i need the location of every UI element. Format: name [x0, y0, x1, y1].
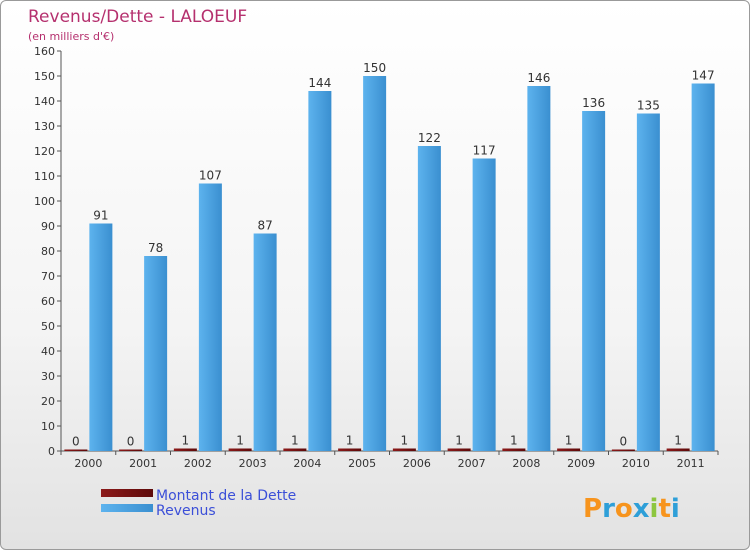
- value-label-debt: 1: [455, 434, 463, 448]
- value-label-revenus: 107: [199, 169, 222, 183]
- legend-swatch-revenus: [101, 504, 153, 512]
- bar-debt: [228, 448, 252, 451]
- bar-debt: [502, 448, 526, 451]
- y-tick-label: 160: [34, 45, 55, 58]
- bar-revenus: [417, 146, 441, 451]
- x-tick-label: 2002: [184, 457, 212, 470]
- legend: Montant de la Dette Revenus: [101, 488, 296, 519]
- legend-label-debt: Montant de la Dette: [156, 488, 296, 504]
- value-label-revenus: 78: [148, 241, 163, 255]
- value-label-debt: 1: [291, 434, 299, 448]
- bar-debt: [64, 449, 88, 451]
- chart-subtitle: (en milliers d'€): [28, 30, 114, 43]
- bar-debt: [119, 449, 143, 451]
- bar-revenus: [253, 233, 277, 451]
- x-tick-label: 2007: [458, 457, 486, 470]
- value-label-debt: 1: [401, 434, 409, 448]
- y-tick-label: 70: [41, 270, 55, 283]
- y-tick-label: 50: [41, 320, 55, 333]
- y-tick-label: 100: [34, 195, 55, 208]
- x-tick-label: 2009: [567, 457, 595, 470]
- value-label-revenus: 147: [692, 69, 715, 83]
- value-label-debt: 0: [72, 435, 80, 449]
- bar-debt: [611, 449, 635, 451]
- y-tick-label: 130: [34, 120, 55, 133]
- bar-revenus: [89, 223, 113, 451]
- y-tick-label: 30: [41, 370, 55, 383]
- value-label-debt: 0: [127, 435, 135, 449]
- value-labels: 0 91 0 78 1 107 1 87 1 144 1 150 1 122 1 117 1 146 1 136 0 13…: [72, 61, 715, 449]
- logo-letter: o: [615, 494, 633, 524]
- value-label-debt: 1: [674, 434, 682, 448]
- chart-title: Revenus/Dette - LALOEUF: [28, 7, 247, 27]
- bars: [64, 76, 715, 451]
- x-tick-label: 2005: [348, 457, 376, 470]
- x-tick-label: 2000: [74, 457, 102, 470]
- logo-letter: r: [602, 494, 615, 524]
- value-label-revenus: 117: [473, 144, 496, 158]
- value-label-debt: 1: [510, 434, 518, 448]
- logo-letter: t: [658, 494, 670, 524]
- logo-letter: i: [650, 494, 659, 524]
- bar-debt: [666, 448, 690, 451]
- x-tick-label: 2006: [403, 457, 431, 470]
- proxiti-logo: Proxiti: [583, 494, 680, 524]
- legend-label-revenus: Revenus: [156, 503, 216, 519]
- bar-debt: [283, 448, 307, 451]
- value-label-revenus: 136: [582, 96, 605, 110]
- bar-revenus: [691, 83, 715, 451]
- bar-debt: [447, 448, 471, 451]
- bar-debt: [392, 448, 416, 451]
- logo-letter: P: [583, 494, 602, 524]
- value-label-revenus: 91: [93, 209, 108, 223]
- legend-swatch-debt: [101, 489, 153, 497]
- bar-revenus: [198, 183, 222, 451]
- value-label-revenus: 150: [363, 61, 386, 75]
- x-tick-label: 2004: [293, 457, 321, 470]
- y-tick-label: 0: [48, 445, 55, 458]
- y-tick-label: 90: [41, 220, 55, 233]
- y-tick-label: 120: [34, 145, 55, 158]
- bar-revenus: [527, 86, 551, 451]
- x-tick-label: 2003: [239, 457, 267, 470]
- logo-letter: i: [671, 494, 680, 524]
- x-tick-label: 2011: [677, 457, 705, 470]
- bar-revenus: [636, 113, 660, 451]
- y-tick-label: 150: [34, 70, 55, 83]
- x-tick-label: 2010: [622, 457, 650, 470]
- axes: 0102030405060708090100110120130140150160…: [34, 45, 719, 470]
- value-label-debt: 1: [182, 434, 190, 448]
- y-tick-label: 10: [41, 420, 55, 433]
- x-tick-label: 2001: [129, 457, 157, 470]
- y-tick-label: 40: [41, 345, 55, 358]
- y-tick-label: 140: [34, 95, 55, 108]
- y-tick-label: 60: [41, 295, 55, 308]
- value-label-revenus: 87: [257, 219, 272, 233]
- bar-revenus: [144, 256, 168, 451]
- value-label-revenus: 144: [308, 76, 331, 90]
- value-label-revenus: 135: [637, 99, 660, 113]
- logo-letter: x: [633, 494, 650, 524]
- bar-revenus: [308, 91, 332, 451]
- bar-debt: [557, 448, 581, 451]
- bar-revenus: [582, 111, 606, 451]
- bar-revenus: [472, 158, 496, 451]
- value-label-debt: 1: [236, 434, 244, 448]
- value-label-debt: 1: [565, 434, 573, 448]
- y-tick-label: 80: [41, 245, 55, 258]
- y-tick-label: 110: [34, 170, 55, 183]
- bar-debt: [173, 448, 197, 451]
- value-label-debt: 0: [620, 435, 628, 449]
- value-label-debt: 1: [346, 434, 354, 448]
- value-label-revenus: 122: [418, 131, 441, 145]
- value-label-revenus: 146: [527, 71, 550, 85]
- bar-revenus: [363, 76, 387, 451]
- bar-debt: [338, 448, 362, 451]
- x-tick-label: 2008: [512, 457, 540, 470]
- y-tick-label: 20: [41, 395, 55, 408]
